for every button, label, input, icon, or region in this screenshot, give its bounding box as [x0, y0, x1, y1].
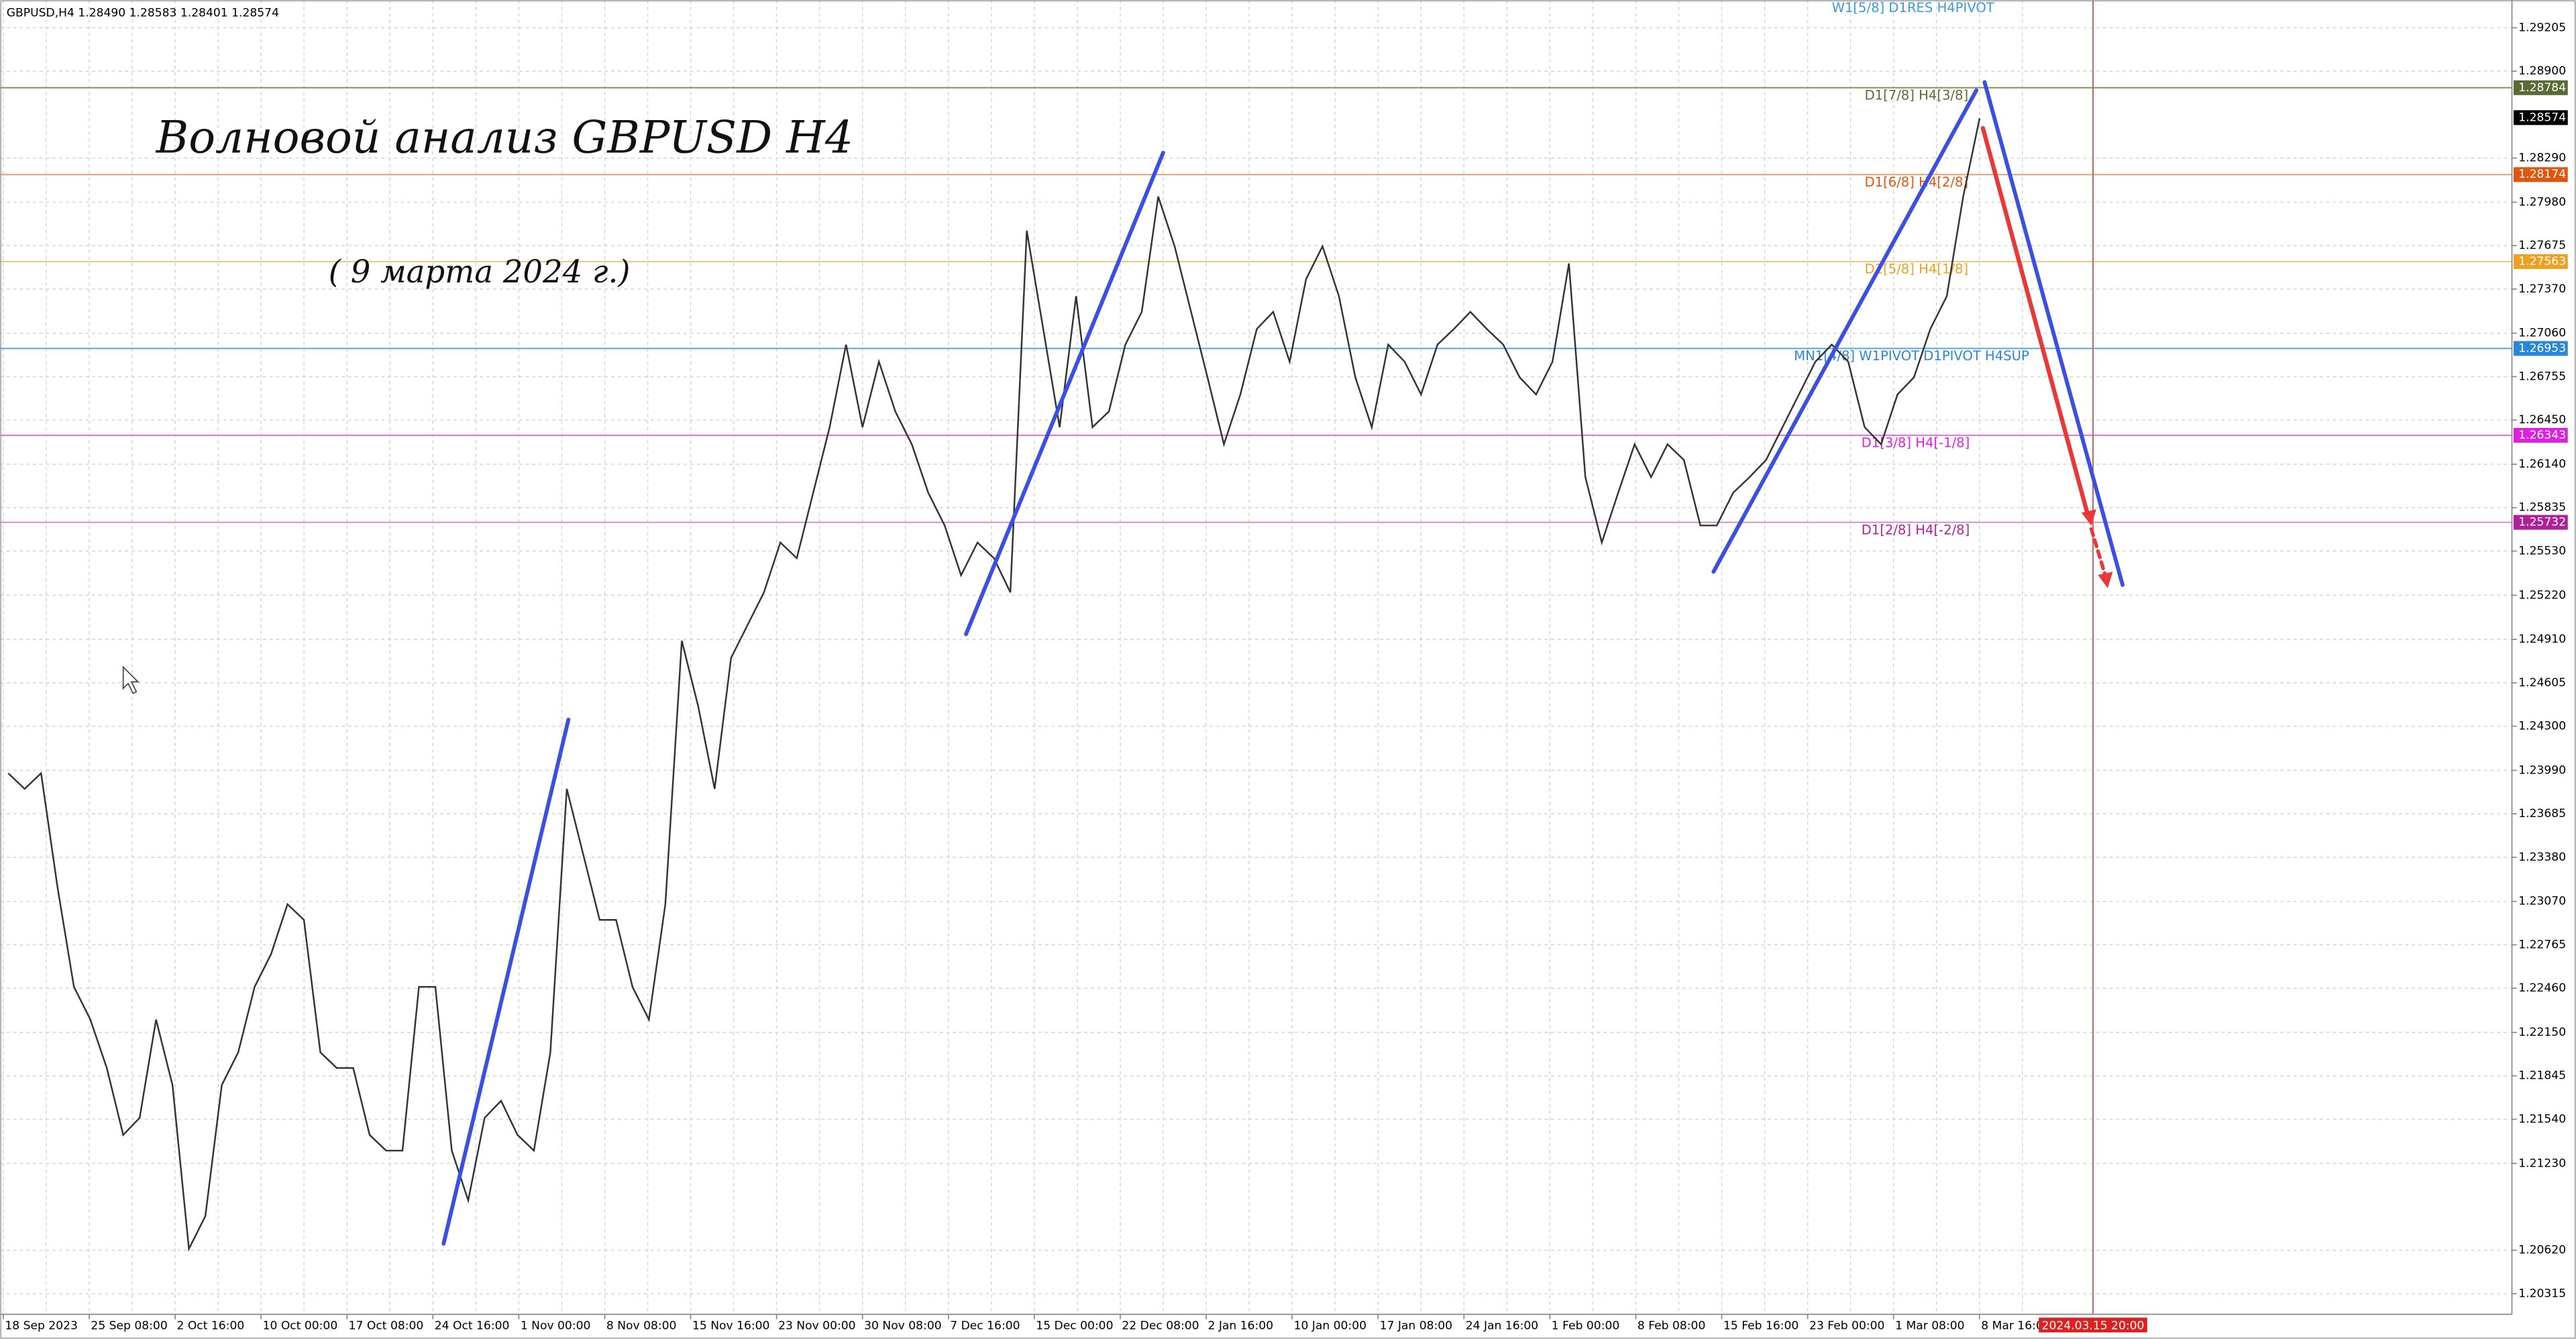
wave-line	[1711, 88, 1979, 574]
time-marker-label: 2024.03.15 20:00	[2042, 1319, 2145, 1332]
y-tick-label: 1.26755	[2518, 370, 2566, 383]
chart-subtitle: ( 9 марта 2024 г.)	[329, 254, 631, 290]
y-tick-label: 1.23070	[2518, 895, 2566, 908]
y-tick-label: 1.25530	[2518, 544, 2566, 557]
level-price-box	[2513, 167, 2568, 182]
x-tick-label: 1 Nov 00:00	[521, 1319, 591, 1332]
x-tick-label: 8 Nov 08:00	[606, 1319, 677, 1332]
level-price-label: 1.25732	[2518, 516, 2566, 529]
y-tick-label: 1.23990	[2518, 763, 2566, 777]
y-tick-label: 1.24910	[2518, 633, 2566, 646]
level-label: D1[5/8] H4[1/8]	[1865, 262, 1969, 277]
forecast-arrow	[1980, 125, 2090, 519]
x-tick-label: 24 Oct 16:00	[435, 1319, 510, 1332]
level-price-label: 1.26953	[2518, 341, 2566, 355]
x-tick-label: 1 Feb 00:00	[1552, 1319, 1619, 1332]
y-tick-label: 1.25835	[2518, 501, 2566, 515]
y-tick-label: 1.27370	[2518, 282, 2566, 296]
arrow-head	[2081, 509, 2096, 526]
y-tick-label: 1.24605	[2518, 676, 2566, 690]
y-tick-label: 1.22150	[2518, 1026, 2566, 1039]
price	[7, 117, 1981, 1252]
x-tick-label: 10 Jan 00:00	[1294, 1319, 1366, 1332]
level-price-label: 1.26343	[2518, 429, 2566, 442]
x-tick-label: 7 Dec 16:00	[950, 1319, 1020, 1332]
x-tick-label: 24 Jan 16:00	[1466, 1319, 1538, 1332]
y-tick-label: 1.24300	[2518, 720, 2566, 733]
y-tick-label: 1.27060	[2518, 327, 2566, 340]
y-tick-label: 1.26450	[2518, 413, 2566, 427]
current-price-label: 1.28574	[2518, 111, 2566, 124]
y-tick-label: 1.22460	[2518, 981, 2566, 995]
x-tick-label: 30 Nov 08:00	[864, 1319, 941, 1332]
x-tick-label: 23 Feb 00:00	[1809, 1319, 1884, 1332]
wave-line	[441, 717, 571, 1246]
y-tick-label: 1.28900	[2518, 64, 2566, 78]
x-tick-label: 18 Sep 2023	[5, 1319, 78, 1332]
wave-line	[1982, 80, 2125, 587]
x-tick-label: 2 Jan 16:00	[1208, 1319, 1273, 1332]
chart-title: Волновой анализ GBPUSD H4	[156, 112, 853, 164]
mouse-cursor	[122, 665, 140, 694]
x-tick-label: 15 Dec 00:00	[1036, 1319, 1113, 1332]
forecast-dashed	[2089, 527, 2108, 580]
x-tick-label: 17 Oct 08:00	[349, 1319, 424, 1332]
level-label: D1[6/8] H4[2/8]	[1865, 174, 1969, 190]
level-price-label: 1.28174	[2518, 168, 2566, 181]
x-tick-label: 8 Mar 16:00	[1981, 1319, 2050, 1332]
y-tick-label: 1.23380	[2518, 851, 2566, 864]
level-price-box	[2513, 515, 2568, 530]
level-label: D1[7/8] H4[3/8]	[1865, 88, 1969, 103]
price-line	[7, 117, 1981, 1252]
y-tick-label: 1.21230	[2518, 1157, 2566, 1170]
time-marker-box	[2039, 1318, 2147, 1333]
y-tick-label: 1.21540	[2518, 1112, 2566, 1126]
wave-line	[964, 150, 1165, 637]
x-tick-label: 17 Jan 08:00	[1380, 1319, 1452, 1332]
symbol-header: GBPUSD,H4 1.28490 1.28583 1.28401 1.2857…	[7, 7, 279, 20]
level-price-label: 1.28784	[2518, 81, 2566, 95]
level-label: D1[3/8] H4[-1/8]	[1862, 435, 1970, 451]
level-label: MN1[4/8] W1PIVOT D1PIVOT H4SUP	[1794, 348, 2029, 364]
y-tick-label: 1.22765	[2518, 938, 2566, 951]
y-tick-label: 1.29205	[2518, 21, 2566, 34]
level-price-box	[2513, 80, 2568, 95]
current-price-box	[2513, 110, 2568, 125]
x-tick-label: 23 Nov 00:00	[778, 1319, 855, 1332]
x-tick-label: 1 Mar 08:00	[1895, 1319, 1964, 1332]
y-tick-label: 1.28290	[2518, 152, 2566, 165]
arrow-head	[2098, 572, 2113, 588]
x-tick-label: 25 Sep 08:00	[91, 1319, 167, 1332]
level-price-box	[2513, 427, 2568, 443]
x-tick-label: 22 Dec 08:00	[1122, 1319, 1199, 1332]
axes: 1.29205 1.28900 1.28290 1.27980 1.27675 1.273…	[3, 21, 2568, 1332]
y-tick-label: 1.20315	[2518, 1287, 2566, 1300]
y-tick-label: 1.25220	[2518, 588, 2566, 602]
level-label: D1[2/8] H4[-2/8]	[1862, 522, 1970, 537]
wave-annotations	[441, 80, 2125, 1246]
x-tick-label: 2 Oct 16:00	[177, 1319, 245, 1332]
grid	[0, 0, 2512, 1315]
level-price-label: 1.27563	[2518, 255, 2566, 268]
y-tick-label: 1.27980	[2518, 195, 2566, 209]
level-label: W1[5/8] D1RES H4PIVOT	[1832, 0, 1995, 15]
y-tick-label: 1.20620	[2518, 1244, 2566, 1257]
x-tick-label: 15 Nov 16:00	[692, 1319, 769, 1332]
y-tick-label: 1.26140	[2518, 458, 2566, 471]
level-price-box	[2513, 254, 2568, 269]
level-price-box	[2513, 341, 2568, 356]
y-tick-label: 1.23685	[2518, 807, 2566, 820]
x-tick-label: 10 Oct 00:00	[263, 1319, 338, 1332]
x-tick-label: 15 Feb 16:00	[1723, 1319, 1799, 1332]
y-tick-label: 1.21845	[2518, 1069, 2566, 1083]
x-tick-label: 8 Feb 08:00	[1638, 1319, 1705, 1332]
y-tick-label: 1.27675	[2518, 239, 2566, 252]
